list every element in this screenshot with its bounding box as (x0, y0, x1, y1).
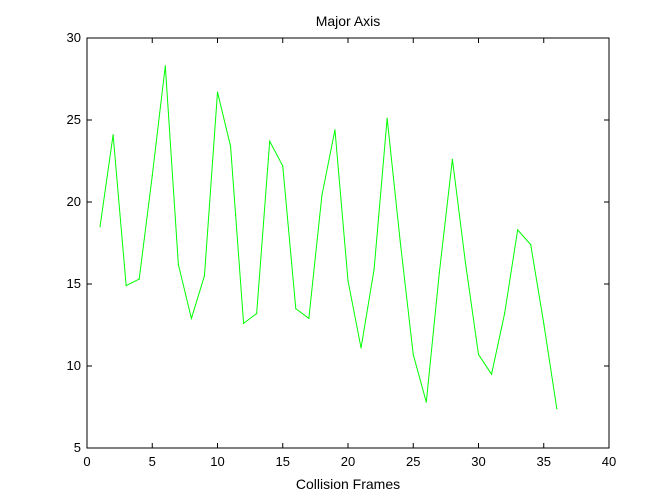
series-line (99, 65, 558, 409)
y-tick-label: 25 (67, 112, 81, 127)
data-point (464, 262, 467, 264)
x-tick-label: 10 (210, 454, 224, 469)
data-point (282, 165, 284, 167)
x-tick-label: 15 (276, 454, 290, 469)
data-point (151, 175, 153, 177)
data-point (438, 271, 440, 274)
x-tick-label: 20 (341, 454, 355, 469)
data-point (347, 280, 349, 282)
data-point (308, 317, 310, 320)
x-tick-label: 35 (537, 454, 551, 469)
plot-area (86, 37, 610, 449)
data-point (386, 117, 388, 119)
data-point (490, 373, 493, 375)
y-tick-label: 30 (67, 30, 81, 45)
data-point (543, 322, 545, 324)
data-point (451, 158, 453, 160)
data-point (399, 240, 401, 242)
data-point (229, 145, 232, 147)
data-point (373, 268, 375, 270)
data-point (425, 401, 427, 403)
data-point (517, 229, 519, 231)
data-point (177, 263, 179, 265)
chart-title: Major Axis (316, 13, 381, 29)
x-tick-label: 30 (471, 454, 485, 469)
data-point (216, 91, 219, 93)
x-tick-label: 5 (149, 454, 156, 469)
data-point (334, 129, 336, 131)
data-point (360, 347, 362, 349)
data-point (269, 140, 271, 142)
data-point (243, 322, 245, 324)
x-tick-label: 40 (602, 454, 616, 469)
x-axis-label: Collision Frames (296, 476, 400, 492)
y-tick-label: 5 (74, 440, 81, 455)
data-point (164, 65, 166, 67)
y-tick-label: 20 (67, 194, 81, 209)
data-point (412, 353, 414, 356)
data-point (125, 285, 127, 287)
data-point (295, 308, 297, 310)
data-point (138, 278, 140, 280)
data-point (256, 312, 258, 315)
x-tick-label: 25 (406, 454, 420, 469)
x-tick-label: 0 (83, 454, 90, 469)
y-tick-label: 15 (67, 276, 81, 291)
data-point (112, 134, 114, 136)
data-point (556, 408, 558, 410)
data-point (99, 226, 101, 228)
data-point (504, 312, 506, 315)
data-point (190, 317, 192, 320)
data-point (203, 275, 206, 277)
y-tick-label: 10 (67, 358, 81, 373)
data-point (477, 353, 480, 356)
data-point (530, 244, 532, 246)
data-point (321, 194, 323, 197)
